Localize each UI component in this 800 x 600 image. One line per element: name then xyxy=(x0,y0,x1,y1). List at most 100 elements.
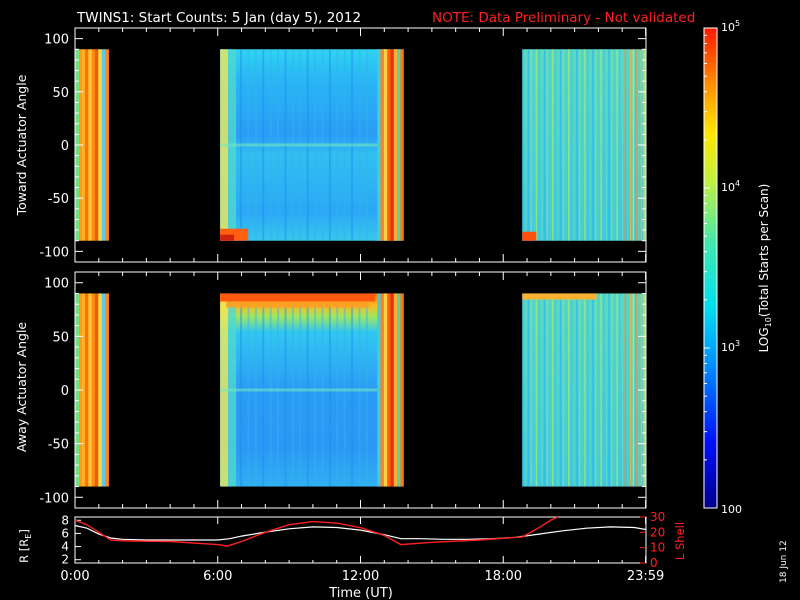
preliminary-note: NOTE: Data Preliminary - Not validated xyxy=(432,10,695,26)
heatmap-strip xyxy=(613,49,616,241)
heatmap-strip xyxy=(530,293,532,487)
heatmap-strip xyxy=(616,49,618,241)
plot-title: TWINS1: Start Counts: 5 Jan (day 5), 201… xyxy=(76,10,361,26)
ytick-label: 100 xyxy=(44,277,69,292)
heatmap-strip xyxy=(88,49,93,241)
heatmap-strip xyxy=(559,49,562,241)
time-tick-label: 23:59 xyxy=(627,569,664,584)
heatmap-strip xyxy=(98,49,103,241)
colorbar-tick-exp: 5 xyxy=(735,19,740,28)
colorbar-tick-exp: 4 xyxy=(735,179,740,188)
heatmap-feature xyxy=(220,388,378,392)
heatmap-strip xyxy=(632,49,635,241)
colorbar-gradient xyxy=(703,27,718,509)
heatmap-strip xyxy=(383,49,388,241)
heatmap-strip xyxy=(549,293,551,487)
heatmap-strip xyxy=(95,293,99,487)
heatmap-strip xyxy=(605,49,608,241)
heatmap-strip xyxy=(603,293,605,487)
heatmap-strip xyxy=(629,293,632,487)
heatmap-strip xyxy=(527,293,530,487)
heatmap-strip xyxy=(85,49,89,241)
heatmap-strip xyxy=(546,49,549,241)
heatmap-strip xyxy=(586,49,589,241)
heatmap-strip xyxy=(551,293,554,487)
heatmap-feature xyxy=(226,301,370,308)
heatmap-strip xyxy=(573,49,575,241)
heatmap-strip xyxy=(629,49,632,241)
heatmap-strip xyxy=(557,49,559,241)
lshell-ytick-label: 10 xyxy=(650,541,665,555)
heatmap-strip xyxy=(549,49,551,241)
heatmap-strip xyxy=(616,293,618,487)
away-panel-axes: -100 -50 0 50 100 xyxy=(39,271,647,509)
heatmap-strip xyxy=(594,49,597,241)
heatmap-strip xyxy=(387,49,391,241)
away-heatmap xyxy=(75,293,646,487)
r-ylabel: R [RE] xyxy=(17,529,33,563)
time-tick-label: 6:00 xyxy=(203,569,232,584)
heatmap-strip xyxy=(543,49,546,241)
r-ylabel-sub: E xyxy=(24,534,33,539)
lshell-ytick-label: 30 xyxy=(650,510,665,524)
heatmap-strip xyxy=(390,49,394,241)
heatmap-strip xyxy=(635,49,637,241)
colorbar-tick-base: 100 xyxy=(721,503,742,516)
heatmap-strip xyxy=(538,293,540,487)
heatmap-strip xyxy=(600,49,602,241)
heatmap-strip xyxy=(533,293,535,487)
heatmap-strip xyxy=(397,49,401,241)
heatmap-strip xyxy=(543,293,546,487)
toward-heatmap xyxy=(75,49,646,241)
heatmap-strip xyxy=(541,49,543,241)
heatmap-strip xyxy=(390,293,394,487)
heatmap-strip xyxy=(105,293,109,487)
r-ylabel-close: ] xyxy=(17,529,31,534)
heatmap-strip xyxy=(584,49,586,241)
heatmap-strip xyxy=(535,49,538,241)
heatmap-strip xyxy=(541,293,543,487)
heatmap-strip xyxy=(611,293,613,487)
heatmap-feature xyxy=(522,293,597,300)
heatmap-strip xyxy=(570,49,573,241)
heatmap-strip xyxy=(597,49,600,241)
ytick-label: 100 xyxy=(44,33,69,48)
heatmap-strip xyxy=(624,49,627,241)
heatmap-strip xyxy=(613,293,616,487)
heatmap-strip xyxy=(377,49,381,241)
colorbar-tick-base: 10 xyxy=(721,21,735,34)
heatmap-feature xyxy=(220,143,378,147)
colorbar-tick-base: 10 xyxy=(721,341,735,354)
heatmap-strip xyxy=(581,293,584,487)
heatmap-strip xyxy=(565,293,567,487)
r-trace xyxy=(74,524,647,541)
r-ytick-label: 8 xyxy=(61,513,69,527)
heatmap-strip xyxy=(81,293,86,487)
lshell-ylabel: L Shell xyxy=(673,522,687,560)
heatmap-strip xyxy=(586,293,589,487)
heatmap-strip xyxy=(627,49,629,241)
r-ytick-label: 6 xyxy=(61,526,69,540)
r-ytick-label: 2 xyxy=(61,553,69,567)
heatmap-strip xyxy=(81,49,86,241)
heatmap-strip xyxy=(608,49,610,241)
heatmap-strip xyxy=(522,49,524,241)
heatmap-strip xyxy=(589,293,592,487)
heatmap-strip xyxy=(397,293,401,487)
heatmap-strip xyxy=(632,293,635,487)
time-tick-label: 18:00 xyxy=(485,569,522,584)
ytick-label: -100 xyxy=(39,245,69,260)
heatmap-strip xyxy=(101,49,106,241)
heatmap-strip xyxy=(603,49,605,241)
heatmap-strip xyxy=(562,293,565,487)
heatmap-feature xyxy=(220,234,235,241)
heatmap-strip xyxy=(605,293,608,487)
r-ytick-label: 4 xyxy=(61,540,69,554)
heatmap-strip xyxy=(621,49,624,241)
date-stamp: 18 Jun 12 xyxy=(779,540,789,583)
toward-panel-axes: -100 -50 0 50 100 xyxy=(39,27,647,263)
ytick-label: 50 xyxy=(52,330,69,345)
